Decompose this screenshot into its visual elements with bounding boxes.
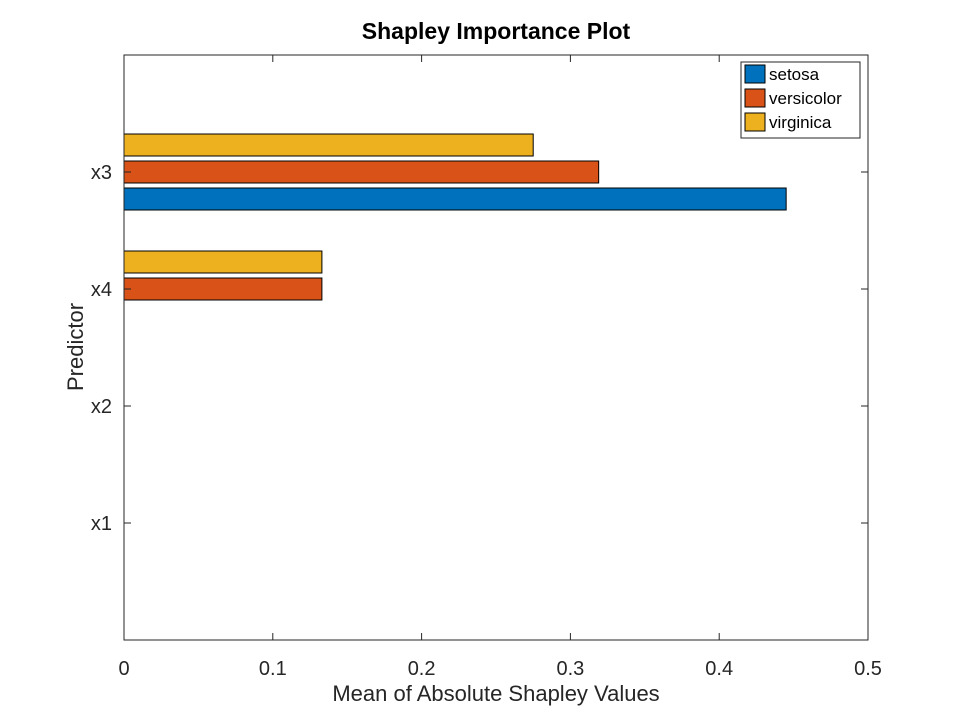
ticks-group: 0 0.1 0.2 0.3 0.4 0.5 x3 x4 x2 x1 [91, 55, 882, 680]
chart-title: Shapley Importance Plot [362, 18, 631, 44]
bars-group [123, 133, 787, 301]
x-tick-label: 0.1 [259, 658, 287, 680]
x-axis-label: Mean of Absolute Shapley Values [332, 681, 659, 706]
legend-label-versicolor: versicolor [769, 89, 842, 108]
legend-label-virginica: virginica [769, 113, 832, 132]
y-tick-label: x1 [91, 513, 112, 535]
y-tick-label: x2 [91, 396, 112, 418]
y-tick-label: x4 [91, 279, 112, 301]
legend: setosa versicolor virginica [740, 61, 861, 139]
x-tick-label: 0 [118, 658, 129, 680]
bar-virginica-x4 [123, 250, 323, 274]
legend-swatch-setosa [744, 64, 766, 84]
y-tick-label: x3 [91, 162, 112, 184]
x-tick-label: 0.2 [408, 658, 436, 680]
bar-versicolor-x3 [123, 160, 600, 184]
bar-setosa-x3 [123, 187, 787, 211]
legend-swatch-virginica [744, 112, 766, 132]
legend-label-setosa: setosa [769, 65, 820, 84]
plot-frame [123, 54, 869, 641]
x-tick-label: 0.5 [854, 658, 882, 680]
bar-virginica-x3 [123, 133, 534, 157]
legend-swatch-versicolor [744, 88, 766, 108]
x-tick-label: 0.3 [556, 658, 584, 680]
bar-versicolor-x4 [123, 277, 323, 301]
y-axis-label: Predictor [63, 303, 88, 391]
x-tick-label: 0.4 [705, 658, 733, 680]
